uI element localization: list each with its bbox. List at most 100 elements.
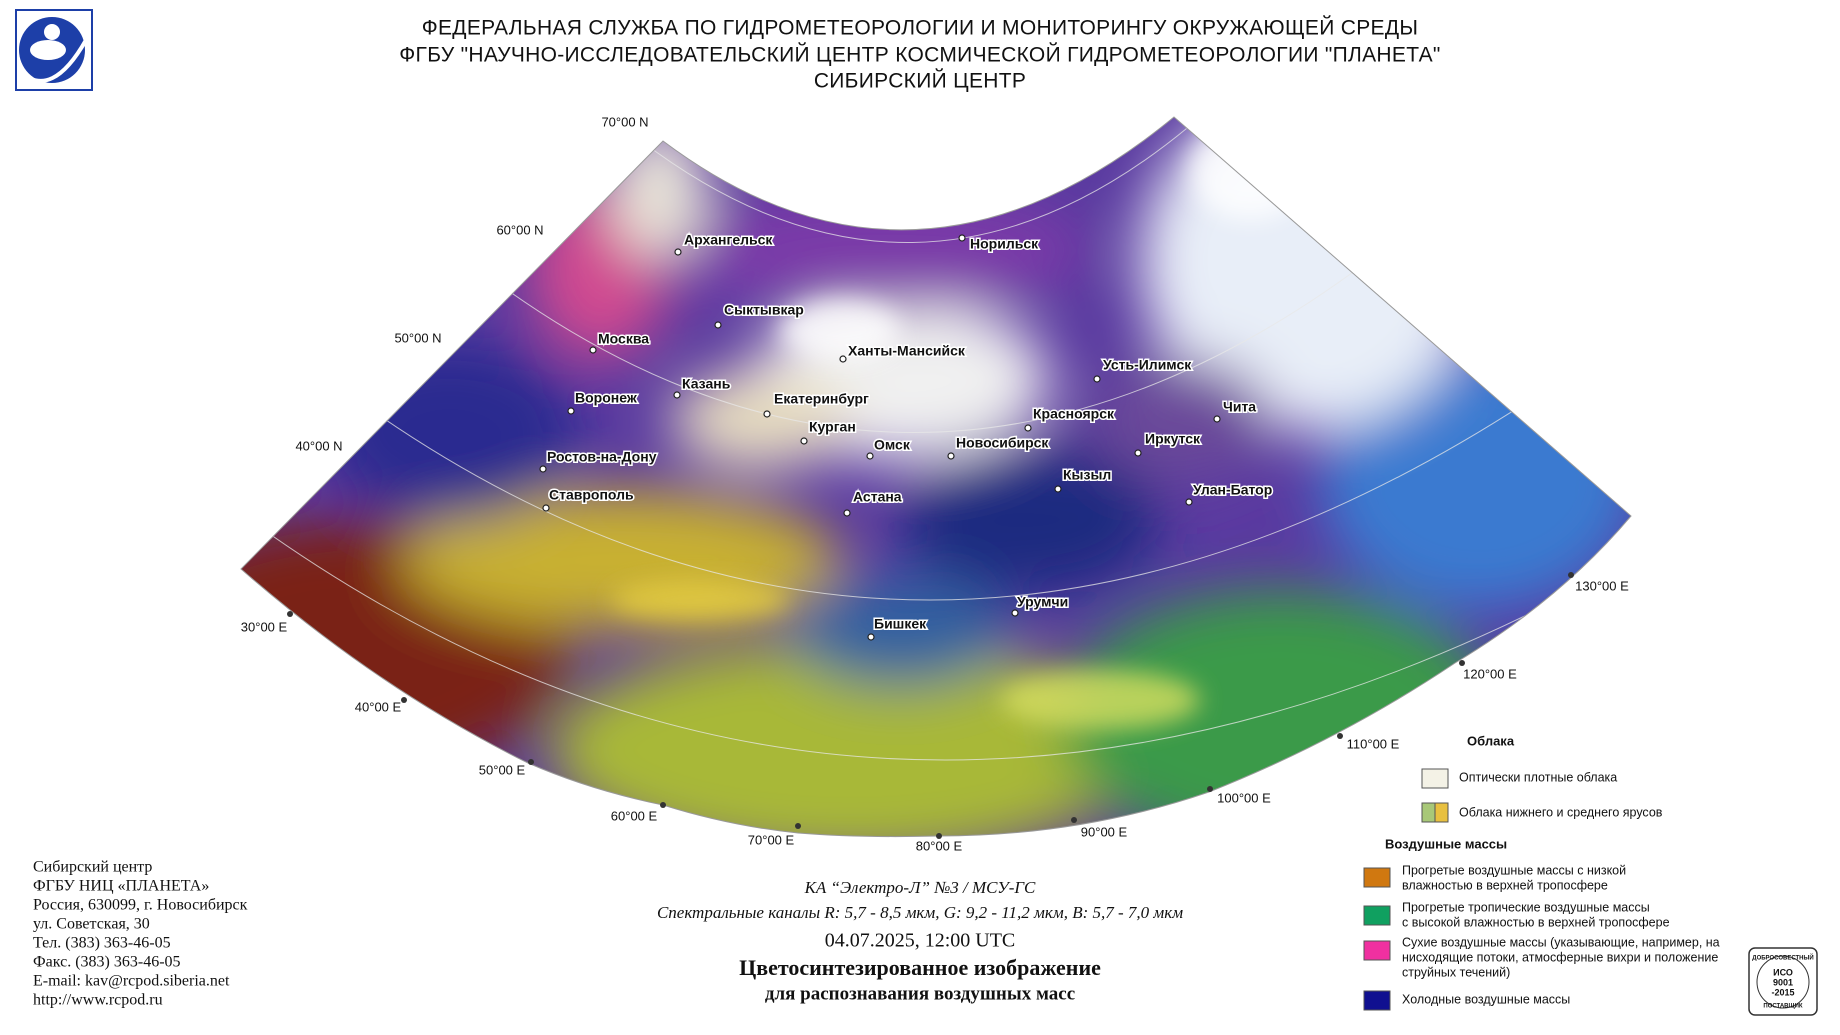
city-label: Улан-Батор — [1193, 482, 1272, 498]
longitude-marker — [1568, 572, 1574, 578]
city-label: Казань — [682, 376, 731, 392]
legend-label: Холодные воздушные массы — [1402, 992, 1570, 1006]
legend-label: с высокой влажностью в верхней тропосфер… — [1402, 915, 1670, 929]
city-label: Ставрополь — [549, 487, 634, 503]
address-line: Тел. (383) 363-46-05 — [33, 935, 171, 952]
address-line: ул. Советская, 30 — [33, 916, 150, 933]
city-marker — [567, 407, 575, 415]
caption-datetime: 04.07.2025, 12:00 UTC — [825, 930, 1016, 952]
legend-label: влажностью в верхней тропосфере — [1402, 878, 1608, 892]
city-label: Курган — [809, 419, 856, 435]
city-label: Усть-Илимск — [1103, 357, 1192, 373]
latitude-label: 40°00 N — [295, 438, 342, 453]
longitude-marker — [1459, 660, 1465, 666]
longitude-label: 100°00 E — [1217, 790, 1271, 805]
city-label: Урумчи — [1017, 594, 1068, 610]
badge-text: ДОБРОСОВЕСТНЫЙ — [1752, 954, 1813, 962]
city-marker — [674, 248, 682, 256]
badge-text: 9001 — [1773, 977, 1793, 987]
city-marker — [1054, 485, 1062, 493]
city-marker — [542, 504, 550, 512]
badge-text: ИСО — [1773, 967, 1793, 977]
badge-text: -2015 — [1771, 987, 1794, 997]
city-label: Омск — [874, 437, 911, 453]
city-label: Сыктывкар — [724, 302, 804, 318]
city-label: Астана — [853, 489, 902, 505]
city-marker — [843, 509, 851, 517]
city-marker — [958, 234, 966, 242]
longitude-label: 90°00 E — [1081, 824, 1128, 839]
city-marker — [589, 346, 597, 354]
logo — [15, 9, 93, 91]
longitude-marker — [1337, 733, 1343, 739]
city-marker — [866, 452, 874, 460]
city-marker — [673, 391, 681, 399]
longitude-label: 110°00 E — [1347, 736, 1400, 751]
longitude-marker — [1071, 817, 1077, 823]
longitude-label: 80°00 E — [916, 838, 963, 853]
city-marker — [1024, 424, 1032, 432]
city-label: Воронеж — [575, 390, 638, 406]
legend-label: нисходящие потоки, атмосферные вихри и п… — [1402, 950, 1718, 964]
caption-channels: Спектральные каналы R: 5,7 - 8,5 мкм, G:… — [657, 903, 1183, 922]
longitude-marker — [287, 611, 293, 617]
legend-swatches — [1363, 768, 1449, 1011]
city-label: Бишкек — [874, 616, 927, 632]
city-marker — [839, 355, 847, 363]
legend-label: Оптически плотные облака — [1459, 770, 1617, 784]
city-label: Архангельск — [684, 232, 773, 248]
city-marker — [763, 410, 771, 418]
longitude-label: 130°00 E — [1575, 578, 1629, 593]
swatch — [1421, 802, 1436, 823]
badge-text: ПОСТАВЩИК — [1763, 1004, 1803, 1010]
legend-label: Прогретые воздушные массы с низкой — [1402, 863, 1626, 877]
address-line: Россия, 630099, г. Новосибирск — [33, 897, 248, 914]
city-marker — [1185, 498, 1193, 506]
address-line: E-mail: kav@rcpod.siberia.net — [33, 973, 230, 990]
header-line: ФЕДЕРАЛЬНАЯ СЛУЖБА ПО ГИДРОМЕТЕОРОЛОГИИ … — [422, 16, 1419, 40]
city-marker — [1213, 415, 1221, 423]
map-frame — [240, 116, 1632, 838]
header-line: ФГБУ "НАУЧНО-ИССЛЕДОВАТЕЛЬСКИЙ ЦЕНТР КОС… — [399, 43, 1440, 67]
city-marker — [1011, 609, 1019, 617]
longitude-label: 50°00 E — [479, 762, 526, 777]
longitude-marker — [936, 833, 942, 839]
city-marker — [1093, 375, 1101, 383]
city-label: Новосибирск — [956, 435, 1049, 451]
city-label: Красноярск — [1033, 406, 1115, 422]
caption-satellite: КА “Электро-Л” №3 / МСУ-ГС — [804, 878, 1036, 897]
legend-title: Облака — [1467, 733, 1515, 748]
swatch — [1363, 940, 1391, 961]
iso-badge — [1748, 947, 1818, 1016]
address-line: Сибирский центр — [33, 859, 152, 876]
swatch — [1434, 802, 1449, 823]
longitude-label: 60°00 E — [611, 808, 658, 823]
swatch — [1421, 768, 1449, 789]
city-marker — [947, 452, 955, 460]
legend-label: струйных течений) — [1402, 965, 1510, 979]
city-marker — [800, 437, 808, 445]
longitude-marker — [401, 697, 407, 703]
city-label: Кызыл — [1063, 467, 1111, 483]
legend-label: Прогретые тропические воздушные массы — [1402, 900, 1650, 914]
longitude-marker — [1207, 786, 1213, 792]
longitude-marker — [795, 823, 801, 829]
longitude-label: 70°00 E — [748, 832, 795, 847]
city-marker — [714, 321, 722, 329]
address-line: ФГБУ НИЦ «ПЛАНЕТА» — [33, 878, 209, 895]
longitude-label: 30°00 E — [241, 619, 288, 634]
legend-label: Облака нижнего и среднего ярусов — [1459, 805, 1663, 819]
caption-title: Цветосинтезированное изображение — [739, 955, 1101, 980]
city-marker — [539, 465, 547, 473]
caption-subtitle: для распознавания воздушных масс — [765, 983, 1075, 1004]
city-label: Екатеринбург — [774, 391, 869, 407]
latitude-label: 60°00 N — [496, 222, 543, 237]
swatch — [1363, 990, 1391, 1011]
longitude-label: 40°00 E — [355, 699, 402, 714]
header-line: СИБИРСКИЙ ЦЕНТР — [814, 69, 1026, 93]
address-line: Факс. (383) 363-46-05 — [33, 954, 181, 971]
latitude-label: 50°00 N — [394, 330, 441, 345]
longitude-marker — [528, 759, 534, 765]
latitude-label: 70°00 N — [601, 114, 648, 129]
